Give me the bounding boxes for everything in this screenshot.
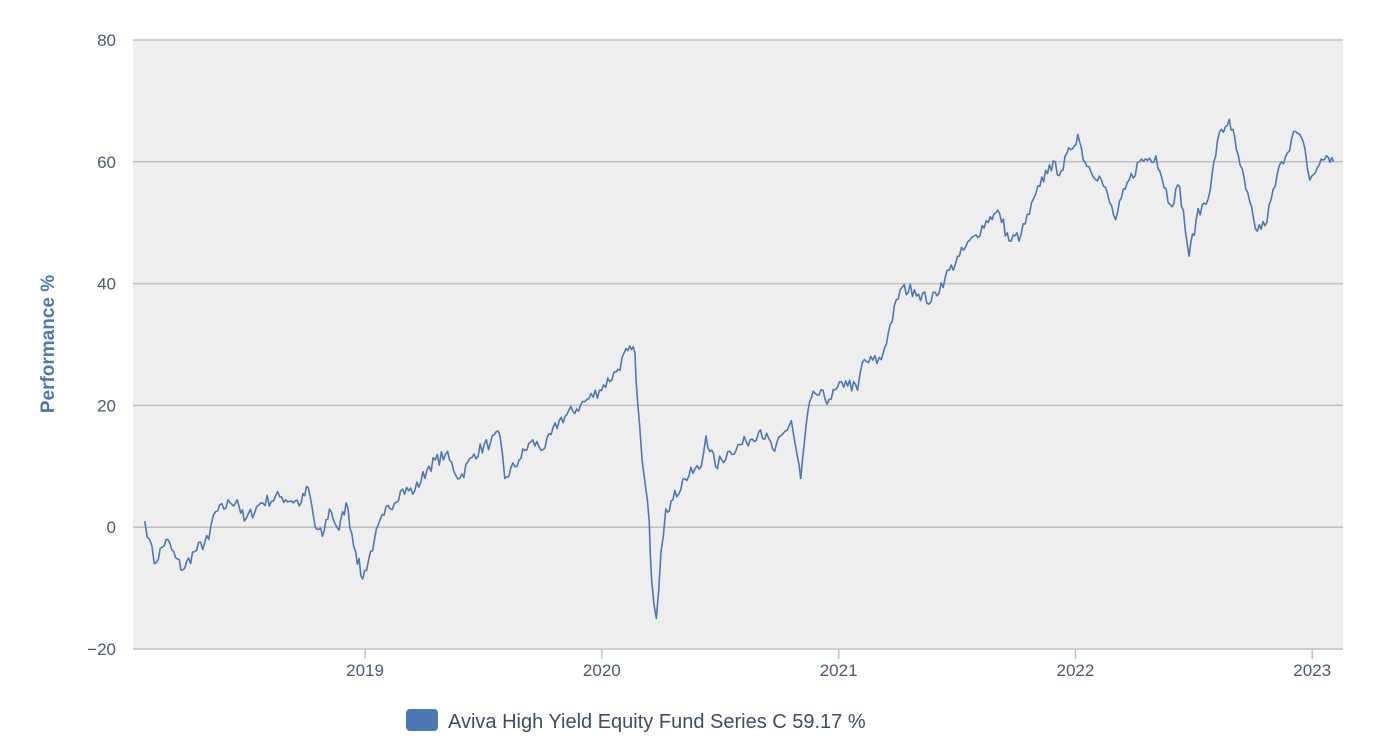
- legend-label[interactable]: Aviva High Yield Equity Fund Series C 59…: [448, 711, 866, 733]
- x-tick-label: 2019: [346, 661, 384, 680]
- x-tick-label: 2022: [1057, 661, 1095, 680]
- x-tick-label: 2020: [583, 661, 621, 680]
- y-tick-label: 40: [97, 275, 116, 294]
- y-tick-label: 60: [97, 153, 116, 172]
- y-tick-label: 20: [97, 396, 116, 415]
- series-line[interactable]: [144, 118, 1335, 620]
- legend-swatch: [406, 709, 438, 731]
- y-tick-label: 0: [107, 518, 116, 537]
- x-tick-label: 2021: [820, 661, 858, 680]
- x-tick-label: 2023: [1293, 661, 1331, 680]
- legend[interactable]: Aviva High Yield Equity Fund Series C 59…: [406, 709, 866, 733]
- y-axis-label: Performance %: [38, 275, 59, 413]
- y-tick-label: −20: [87, 640, 116, 659]
- plot-background: [133, 40, 1343, 649]
- y-tick-label: 80: [97, 31, 116, 50]
